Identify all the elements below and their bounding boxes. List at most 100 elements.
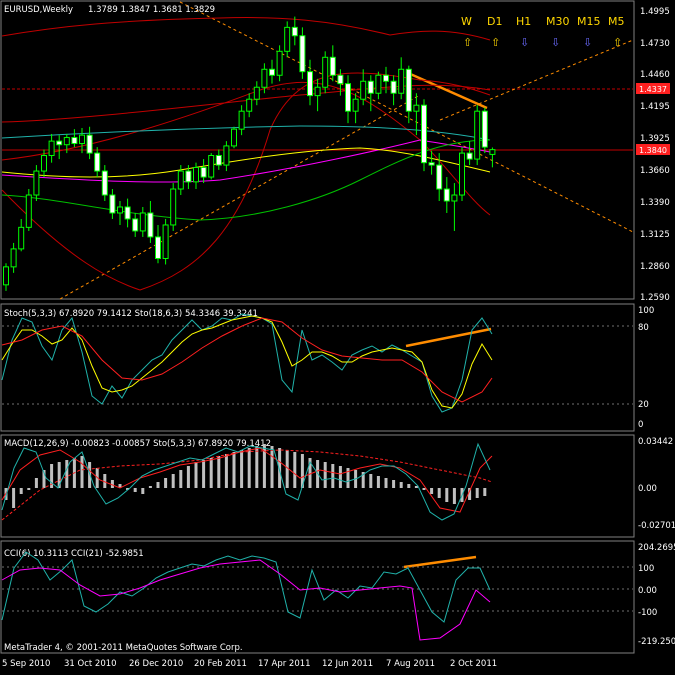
stochastic-panel[interactable] <box>0 303 635 432</box>
macd-histogram-bar <box>194 462 198 488</box>
stoch-levels <box>2 325 633 405</box>
candle-body-bull <box>208 154 215 178</box>
trendline-rising <box>439 39 634 121</box>
candle-body-bull <box>360 80 367 100</box>
macd-histogram-bar <box>437 488 441 498</box>
macd-histogram-bar <box>103 474 107 488</box>
tf-arrow-down-icon: ⇩ <box>520 36 529 49</box>
candle-body-bull <box>223 145 230 166</box>
macd-histogram-bar <box>133 488 137 492</box>
macd-histogram-bar <box>80 456 84 488</box>
candle-body-bull <box>489 149 496 155</box>
macd-histogram-bar <box>331 464 335 488</box>
macd-histogram-bar <box>156 482 160 488</box>
candle-body-bull <box>413 104 420 112</box>
time-tick: 17 Apr 2011 <box>258 659 311 669</box>
macd-histogram-bar <box>452 488 456 504</box>
macd-histogram-bar <box>445 488 449 502</box>
price-tick: 1.3125 <box>640 230 670 240</box>
macd-histogram-bar <box>126 488 130 490</box>
time-tick: 20 Feb 2011 <box>194 659 247 669</box>
macd-histogram-bar <box>164 478 168 488</box>
macd-histogram-bar <box>414 486 418 488</box>
cci-panel[interactable] <box>0 540 635 654</box>
candle-body-bear <box>390 80 397 94</box>
candle-body-bear <box>269 68 275 76</box>
stoch-tick: 20 <box>638 400 649 410</box>
candle-body-bear <box>383 74 389 82</box>
macd-histogram-bar <box>384 478 388 488</box>
macd-histogram-bar <box>369 474 373 488</box>
macd-histogram-bar <box>293 452 297 488</box>
time-tick: 12 Jun 2011 <box>322 659 373 669</box>
price-badge-high-text: 1.4337 <box>639 85 667 94</box>
macd-histogram-bar <box>118 484 122 488</box>
macd-histogram-bar <box>232 452 236 488</box>
price-tick: 1.2590 <box>640 293 670 303</box>
macd-histogram-bar <box>285 450 289 488</box>
macd-histogram-bar <box>34 478 38 488</box>
stoch-lines <box>1 313 493 413</box>
candle-body-bull <box>284 26 291 52</box>
divergence-line-stoch <box>405 327 492 348</box>
price-badge-current-text: 1.3840 <box>639 146 667 155</box>
candle-body-bull <box>18 226 25 250</box>
tf-label-m15: M15 <box>577 15 601 28</box>
cci-levels <box>2 566 633 612</box>
candle-body-bull <box>41 154 47 172</box>
tf-label-h1: H1 <box>516 15 531 28</box>
macd-histogram-bar <box>346 468 350 488</box>
candle-body-bull <box>261 68 268 88</box>
moving-averages <box>1 17 491 291</box>
price-tick: 1.4730 <box>640 39 670 49</box>
candle-body-bear <box>291 26 298 37</box>
candle-body-bear <box>56 140 63 146</box>
candle-body-bear <box>71 137 78 145</box>
macd-tick: 0.03442 <box>638 437 673 447</box>
candle-body-bull <box>10 248 17 268</box>
time-tick: 2 Oct 2011 <box>450 659 497 669</box>
macd-histogram-bar <box>392 480 396 488</box>
candle-body-bull <box>117 206 123 214</box>
candle-body-bull <box>231 128 237 147</box>
candle-body-bull <box>63 137 70 146</box>
main-chart-panel[interactable] <box>0 0 635 300</box>
tf-arrow-down-icon: ⇩ <box>551 36 560 49</box>
candle-body-bull <box>398 68 405 94</box>
macd-histogram-bar <box>224 454 228 488</box>
macd-histogram-bar <box>323 462 327 488</box>
candle-body-bull <box>322 56 329 88</box>
time-tick: 5 Sep 2010 <box>2 659 50 669</box>
candle-body-bull <box>253 86 260 100</box>
macd-panel[interactable] <box>0 434 635 538</box>
candle-body-bear <box>101 170 108 196</box>
price-tick: 1.2860 <box>640 262 670 272</box>
macd-histogram-bar <box>361 472 365 488</box>
macd-histogram-bar <box>202 460 206 488</box>
price-tick: 1.4460 <box>640 70 670 80</box>
candle-body-bull <box>276 50 283 76</box>
candle-body-bear <box>109 194 116 214</box>
copyright-text: MetaTrader 4, © 2001-2011 MetaQuotes Sof… <box>4 643 243 653</box>
macd-histogram-bar <box>217 456 221 488</box>
macd-histogram-bar <box>270 446 274 488</box>
macd-histogram-bar <box>407 484 411 488</box>
trendline-support <box>59 94 421 300</box>
candle-body-bull <box>177 170 184 190</box>
candle-body-bull <box>170 188 177 226</box>
time-tick: 7 Aug 2011 <box>386 659 435 669</box>
trend-lines[interactable] <box>59 1 634 569</box>
candle-body-bear <box>307 71 313 97</box>
macd-histogram-bar <box>278 448 282 488</box>
macd-histogram-bar <box>141 488 145 494</box>
candle-body-bull <box>25 194 32 228</box>
chart-symbol-timeframe: EURUSD,Weekly <box>4 5 73 15</box>
candle-body-bear <box>147 212 154 238</box>
tf-arrow-up-icon: ⇧ <box>463 36 472 49</box>
candle-body-bull <box>459 152 465 196</box>
macd-histogram-bar <box>148 486 152 488</box>
candle-body-bear <box>155 236 161 259</box>
candle-body-bear <box>466 152 473 160</box>
candle-body-bear <box>367 80 374 94</box>
